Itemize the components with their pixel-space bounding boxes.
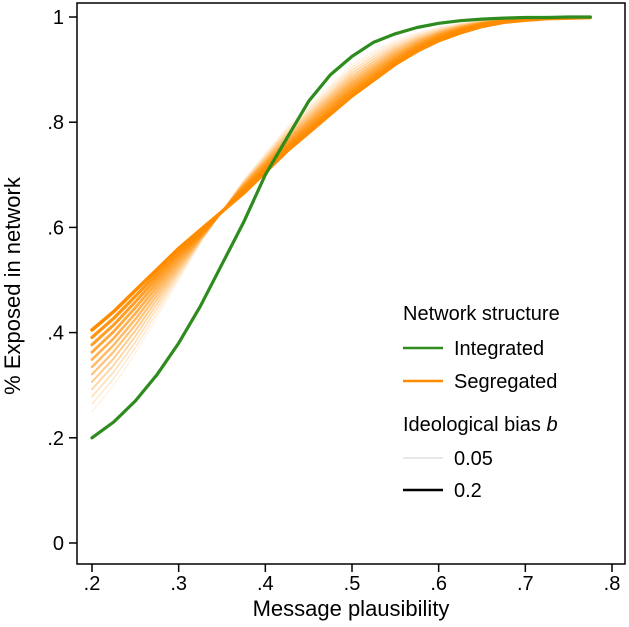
- legend-bias-low-label: 0.05: [454, 448, 493, 470]
- y-tick-label: .2: [47, 428, 64, 450]
- series-layer: [90, 15, 593, 440]
- y-tick-label: .6: [47, 217, 64, 239]
- y-tick-label: 1: [53, 7, 64, 29]
- x-tick-label: .8: [604, 573, 621, 595]
- x-tick-label: .3: [170, 573, 187, 595]
- y-tick-label: .8: [47, 112, 64, 134]
- y-tick-label: .4: [47, 323, 64, 345]
- x-tick-label: .4: [257, 573, 274, 595]
- legend-structure-title: Network structure: [403, 303, 560, 325]
- x-axis-title: Message plausibility: [253, 596, 450, 621]
- x-tick-label: .5: [344, 573, 361, 595]
- segregated-series-line: [90, 15, 593, 332]
- legend: Network structure Integrated Segregated …: [403, 303, 560, 502]
- legend-bias-title: Ideological bias b: [403, 414, 558, 436]
- y-axis-title: % Exposed in network: [0, 176, 25, 395]
- y-tick-label: 0: [53, 533, 64, 555]
- integrated-series-line: [90, 15, 592, 440]
- x-tick-label: .6: [430, 573, 447, 595]
- x-axis-ticks: .2 .3 .4 .5 .6 .7 .8: [84, 564, 621, 595]
- legend-bias-high-label: 0.2: [454, 480, 482, 502]
- legend-segregated-label: Segregated: [454, 371, 557, 393]
- y-axis-ticks: 0 .2 .4 .6 .8 1: [47, 7, 77, 555]
- legend-integrated-label: Integrated: [454, 338, 544, 360]
- x-tick-label: .7: [517, 573, 534, 595]
- x-tick-label: .2: [84, 573, 101, 595]
